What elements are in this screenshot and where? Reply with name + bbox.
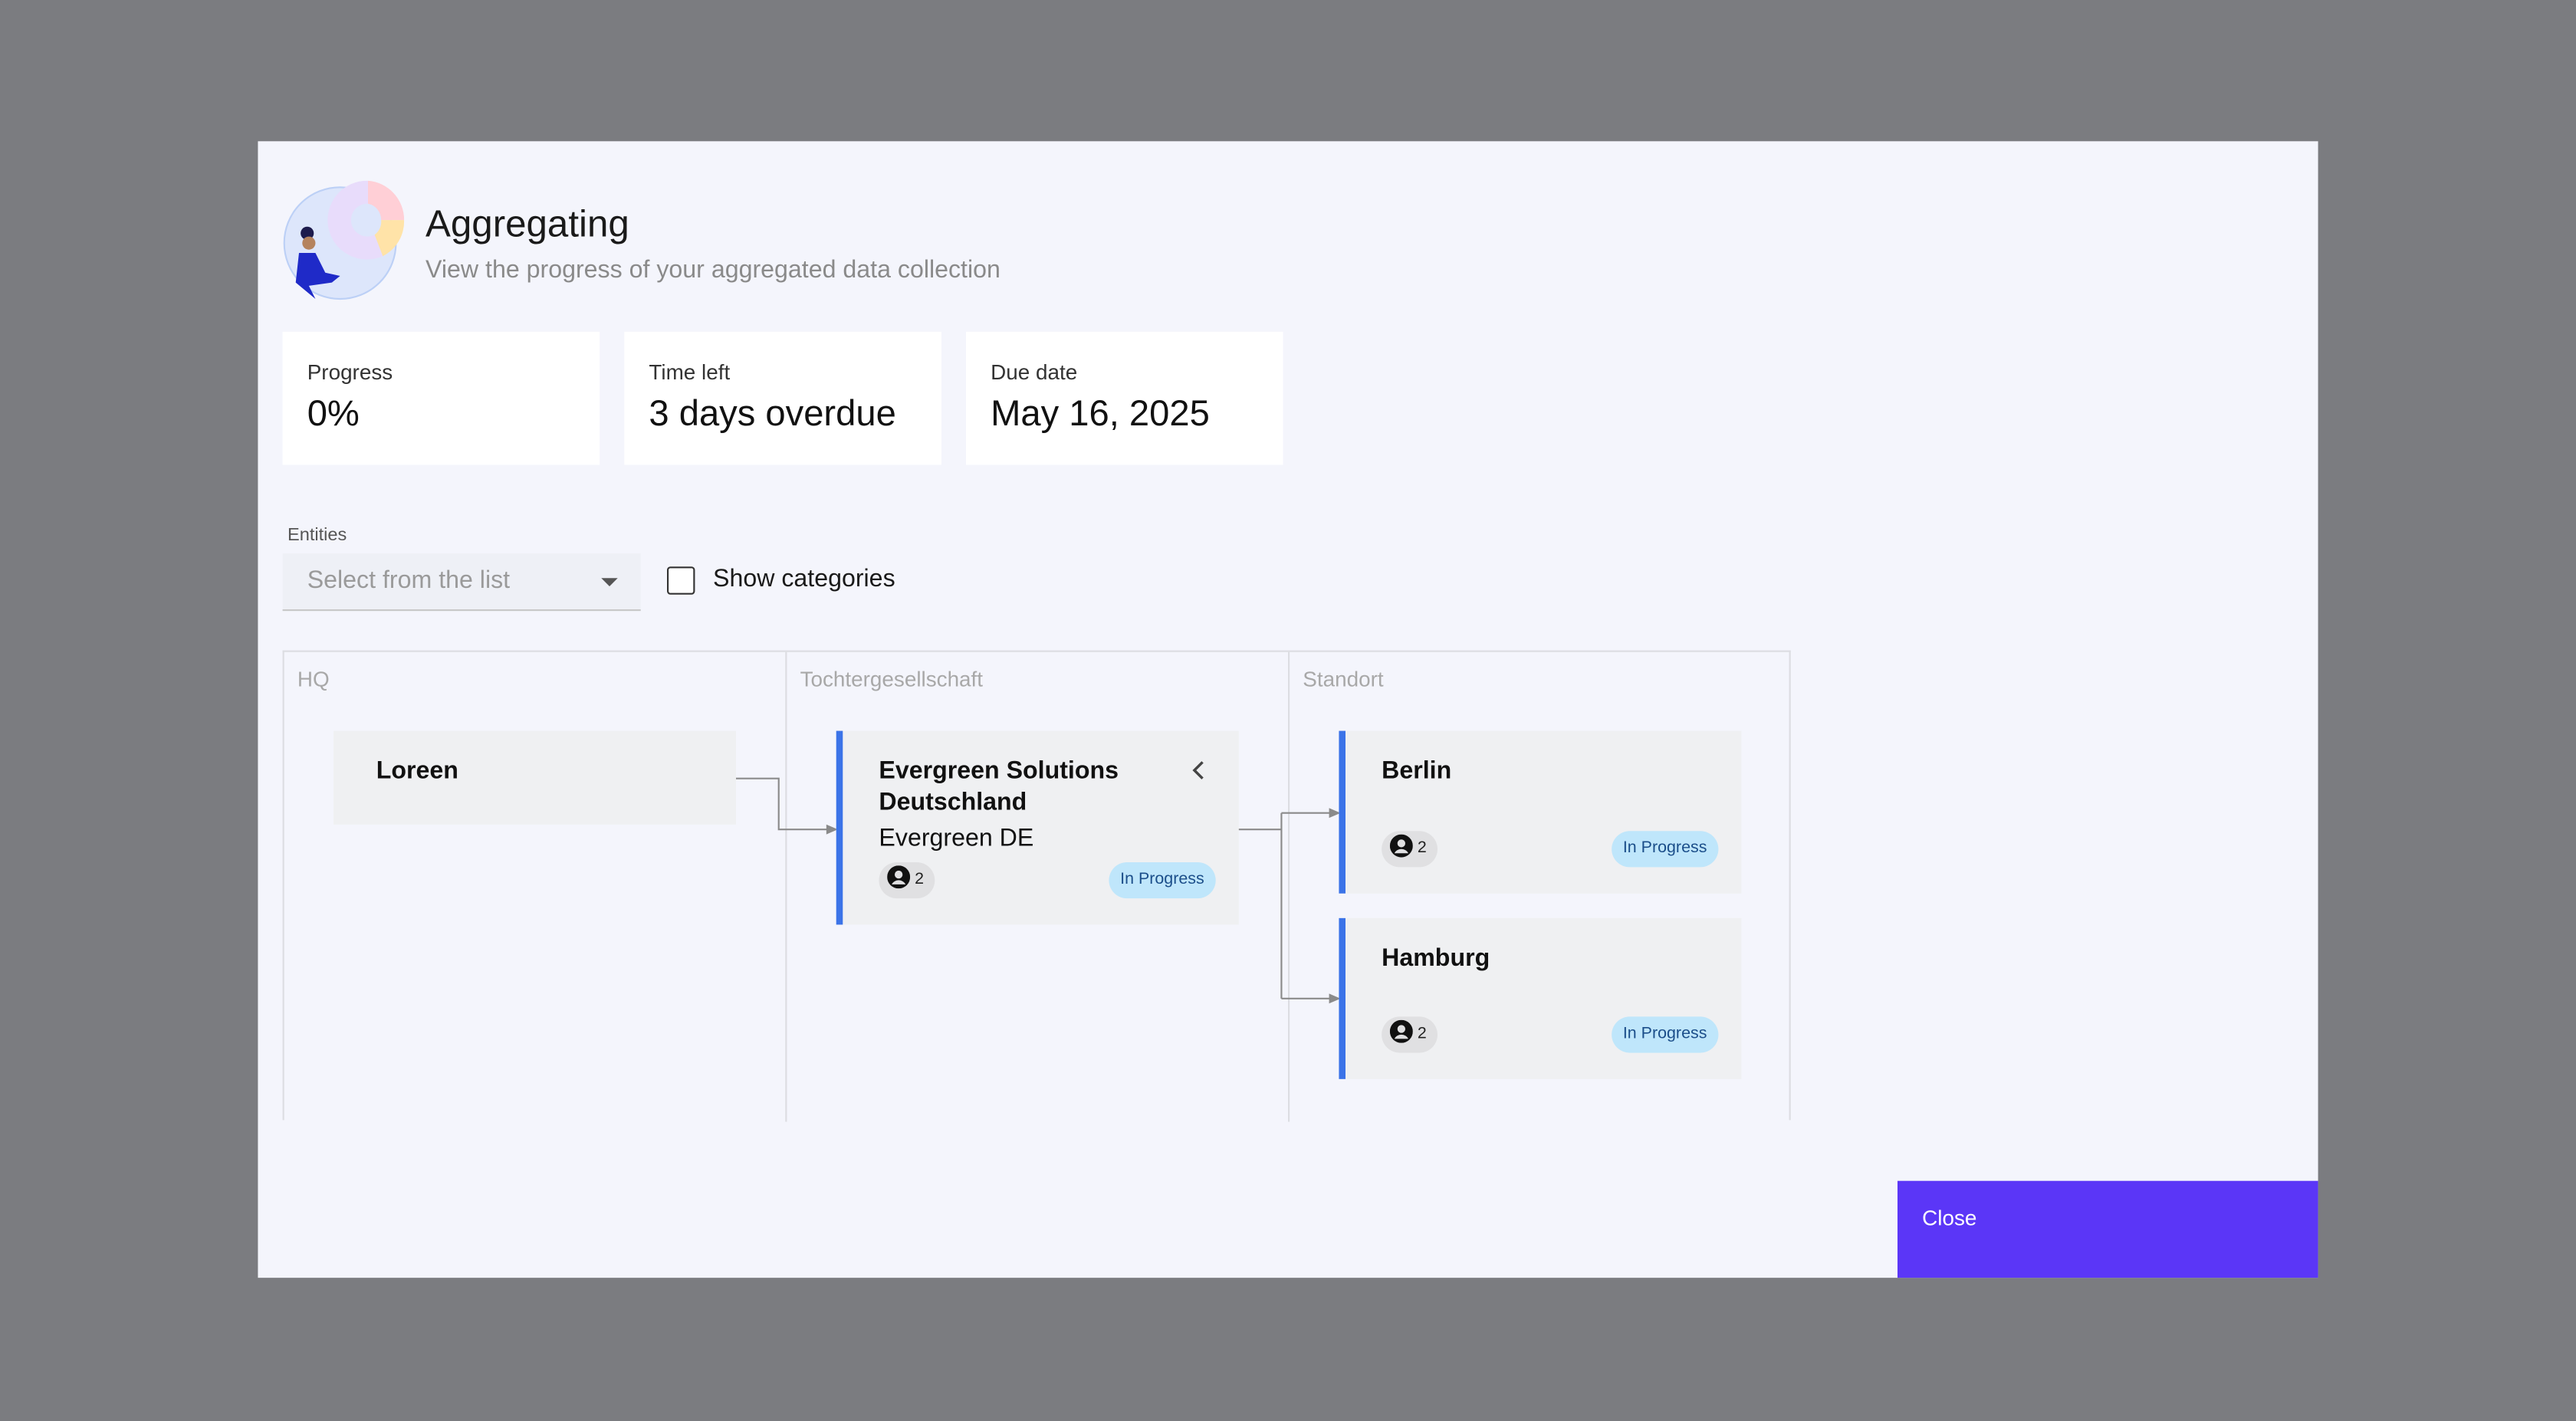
node-name: Evergreen Solutions Deutschland [879,756,1119,816]
entities-select[interactable]: Select from the list [282,553,641,612]
caret-down-icon [601,578,618,586]
status-badge: In Progress [1611,1016,1719,1053]
users-count-badge: 2 [879,862,935,899]
dialog-title: Aggregating [426,202,629,245]
dialog-subtitle: View the progress of your aggregated dat… [426,256,1001,284]
column-divider [785,651,787,1122]
stat-value: 3 days overdue [649,392,896,434]
stat-label: Due date [991,359,1078,385]
close-button[interactable]: Close [1898,1180,2318,1278]
node-name: Berlin [1382,756,1452,786]
chevron-left-icon[interactable] [1191,760,1208,780]
entities-label: Entities [288,525,347,546]
node-card-berlin[interactable]: Berlin 2 In Progress [1339,730,1742,894]
stat-due-date: Due date May 16, 2025 [966,331,1283,465]
node-card-hamburg[interactable]: Hamburg 2 In Progress [1339,917,1742,1079]
entities-placeholder: Select from the list [307,566,511,595]
show-categories-label[interactable]: Show categories [713,565,895,593]
connector-lines [735,777,1341,1004]
column-header-subsidiary: Tochtergesellschaft [800,667,984,692]
node-short-name: Evergreen DE [879,824,1034,853]
users-count-badge: 2 [1382,831,1438,868]
stat-label: Time left [649,359,731,385]
aggregating-dialog: Aggregating View the progress of your ag… [258,141,2318,1278]
users-count-badge: 2 [1382,1016,1438,1053]
column-header-location: Standort [1303,667,1384,692]
stat-time-left: Time left 3 days overdue [624,331,941,465]
status-badge: In Progress [1109,862,1216,899]
user-icon [1389,834,1413,858]
user-icon [1389,1019,1413,1043]
column-divider [1288,651,1290,1122]
user-icon [887,865,911,889]
aggregation-illustration-icon [283,180,405,300]
show-categories-checkbox[interactable] [667,566,695,595]
node-name: Loreen [376,756,458,786]
hierarchy-board: HQ Tochtergesellschaft Standort Loreen E… [282,650,1791,1122]
stat-label: Progress [307,359,393,385]
stat-value: 0% [307,392,360,434]
node-name: Hamburg [1382,944,1490,973]
node-card-evergreen[interactable]: Evergreen Solutions Deutschland Evergreen… [836,730,1239,925]
stat-progress: Progress 0% [282,331,600,465]
node-card-loreen[interactable]: Loreen [334,730,736,825]
column-header-hq: HQ [297,667,330,692]
stat-value: May 16, 2025 [991,392,1210,434]
status-badge: In Progress [1611,831,1719,868]
